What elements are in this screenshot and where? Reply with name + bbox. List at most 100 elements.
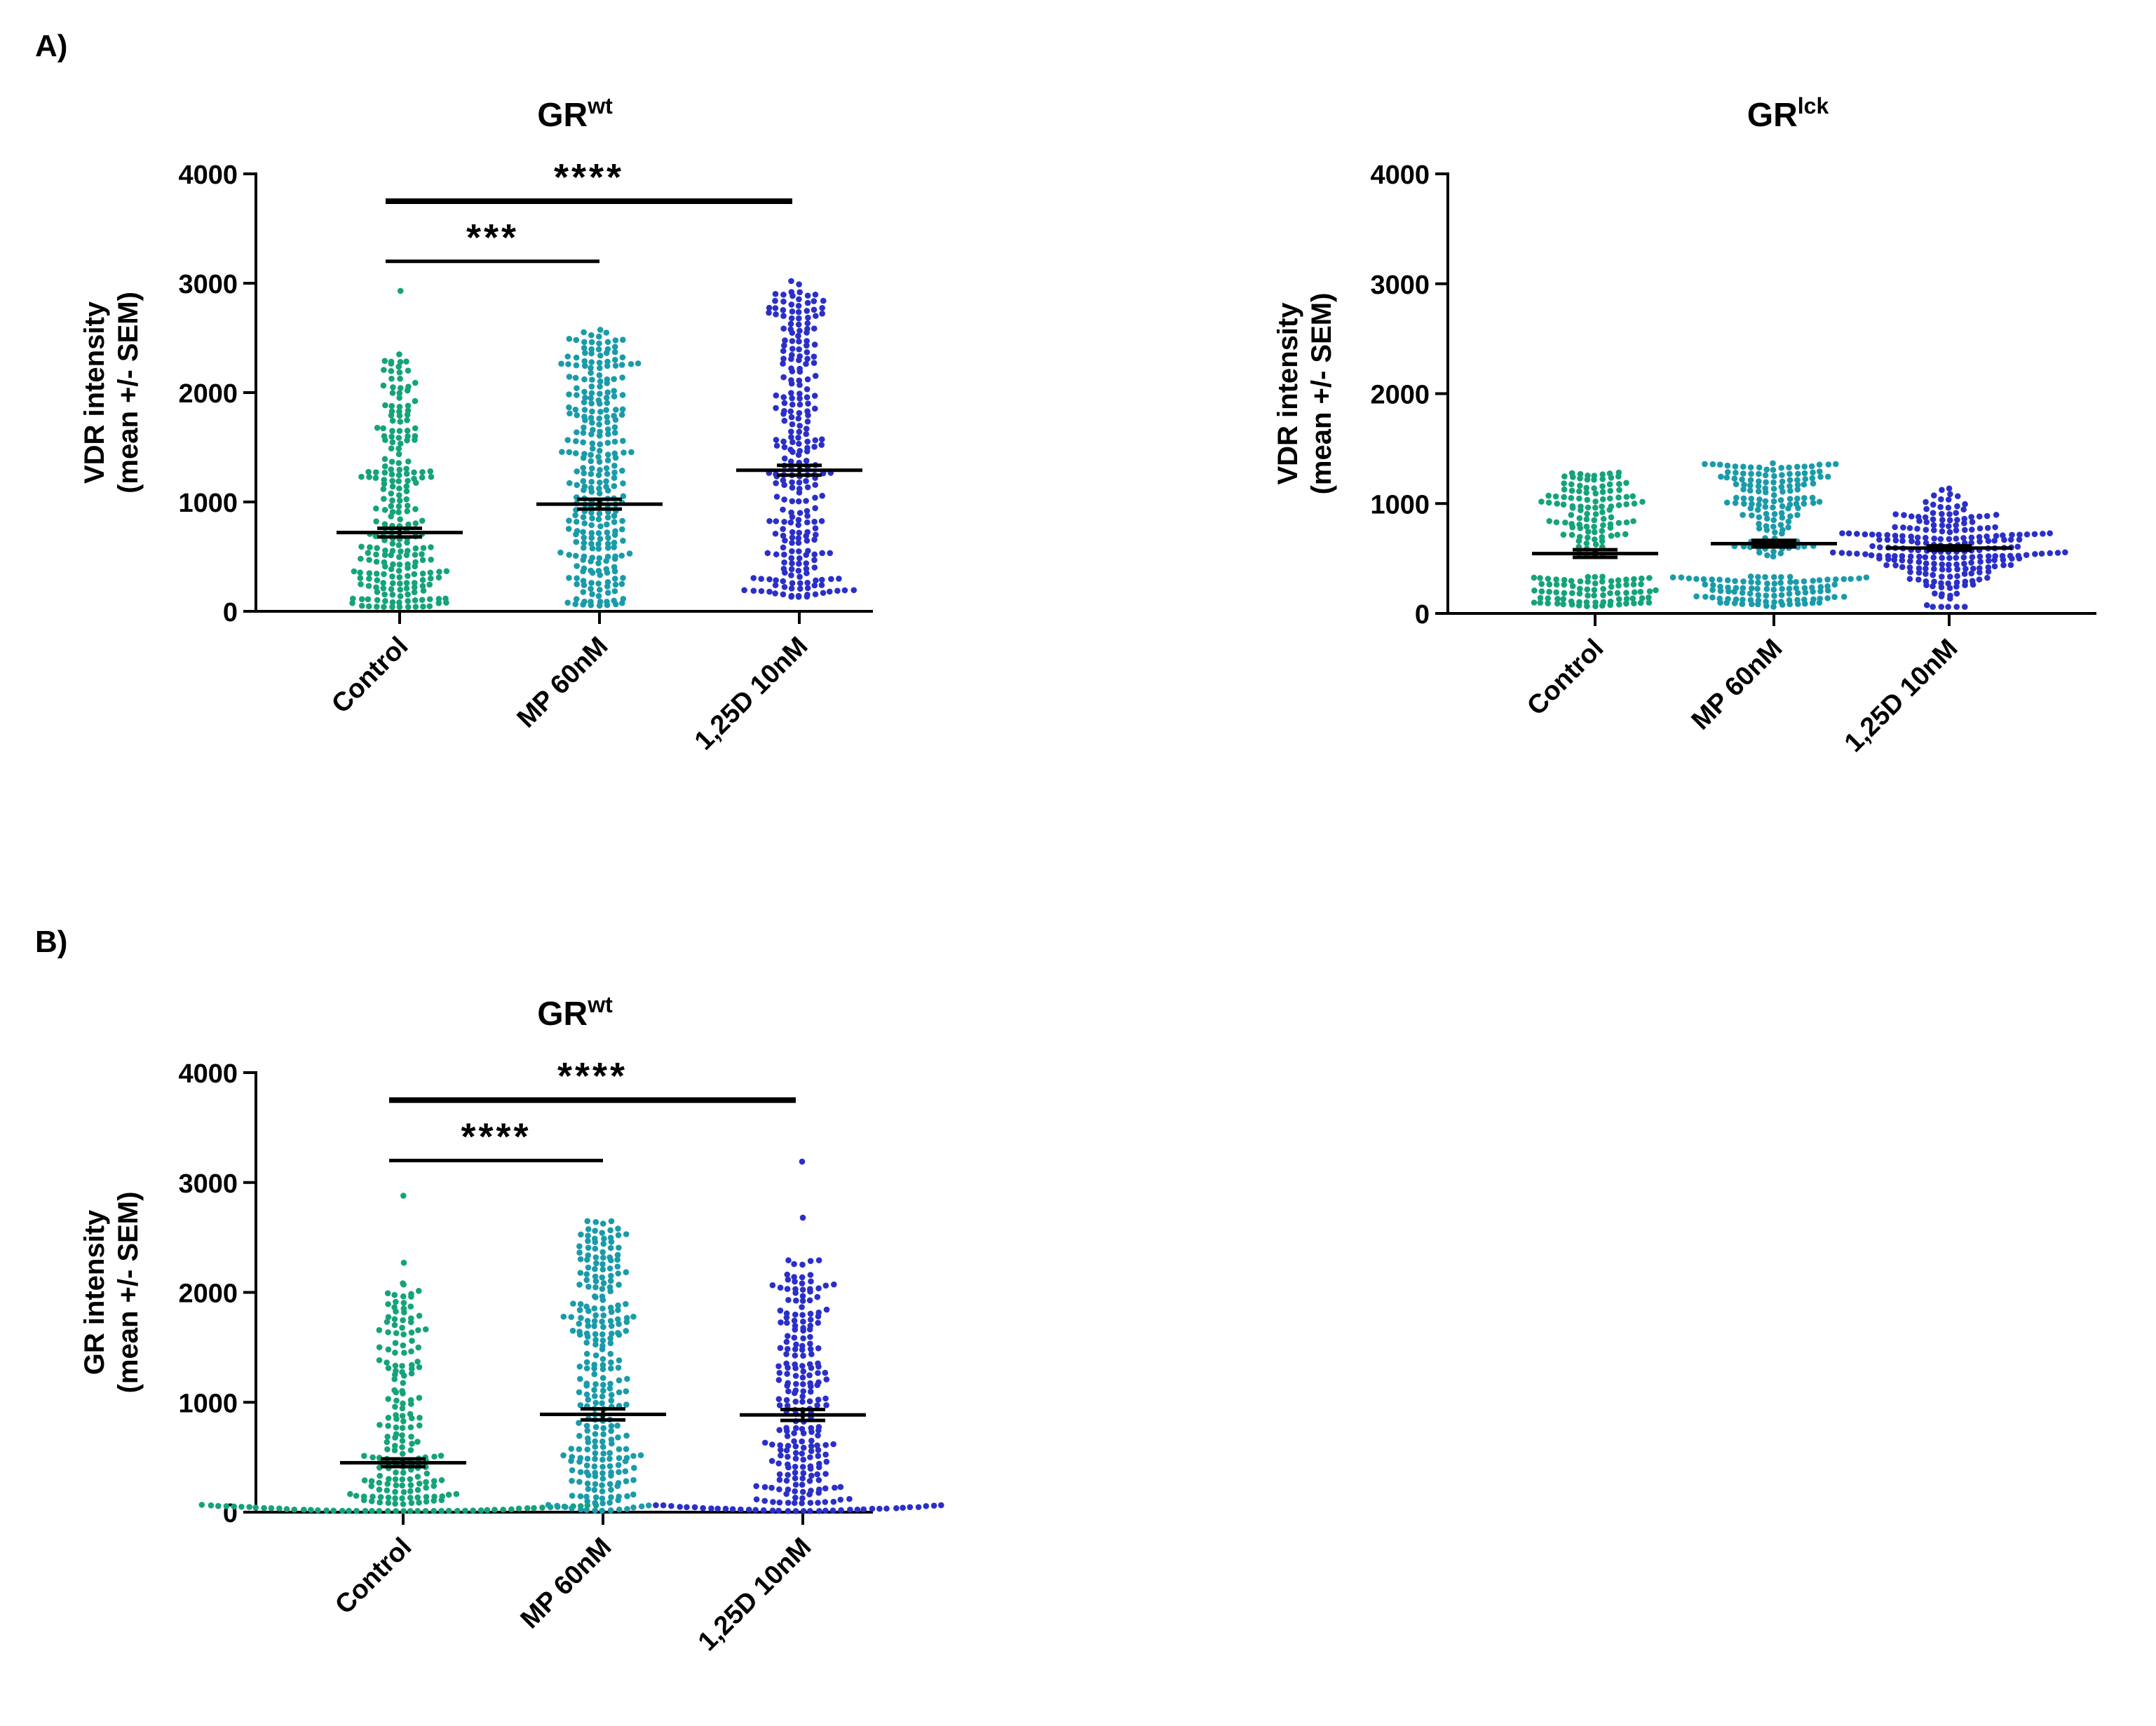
data-point xyxy=(1915,576,1922,583)
series-1 xyxy=(557,327,642,609)
data-point xyxy=(1576,515,1583,522)
data-point xyxy=(604,598,610,605)
data-point xyxy=(616,1493,622,1500)
data-point xyxy=(393,1508,399,1514)
data-point xyxy=(599,1343,606,1350)
data-point xyxy=(1923,571,1929,577)
data-point xyxy=(1756,501,1762,508)
data-point xyxy=(567,410,573,417)
data-point xyxy=(395,445,402,452)
data-point xyxy=(1954,573,1960,580)
data-point xyxy=(1794,512,1801,518)
data-point xyxy=(604,529,611,536)
data-point xyxy=(630,1476,637,1483)
data-point xyxy=(399,1363,405,1369)
data-point xyxy=(830,1498,837,1505)
data-point xyxy=(403,466,409,472)
data-point xyxy=(1930,604,1937,610)
data-point xyxy=(384,1319,391,1325)
data-point xyxy=(365,583,372,590)
data-point xyxy=(574,563,580,569)
y-tick-label: 4000 xyxy=(178,1059,238,1089)
data-point xyxy=(366,557,372,563)
data-point xyxy=(430,1483,438,1489)
data-point xyxy=(1592,511,1599,517)
data-point xyxy=(792,1322,799,1329)
data-point xyxy=(766,309,772,316)
data-point xyxy=(1854,550,1860,557)
data-point xyxy=(1732,463,1739,470)
data-point xyxy=(1969,565,1977,572)
data-point xyxy=(389,580,396,587)
data-point xyxy=(1583,599,1590,606)
data-point xyxy=(1576,521,1582,528)
data-point xyxy=(384,1508,391,1514)
data-point xyxy=(1568,531,1575,538)
y-tick-label: 0 xyxy=(223,598,238,627)
y-tick-label: 2000 xyxy=(1370,381,1430,410)
data-point xyxy=(1976,565,1983,571)
data-point xyxy=(793,1297,799,1304)
data-point xyxy=(630,1491,637,1498)
data-point xyxy=(1770,573,1777,580)
data-point xyxy=(615,1364,622,1371)
data-point xyxy=(1923,560,1930,566)
data-point xyxy=(438,1453,445,1459)
data-point xyxy=(1985,538,1992,544)
data-point xyxy=(1614,590,1621,597)
data-point xyxy=(764,550,771,557)
data-point xyxy=(396,390,403,397)
data-point xyxy=(729,1506,736,1512)
data-point xyxy=(780,292,787,298)
data-point xyxy=(399,1324,405,1331)
data-point xyxy=(631,1465,637,1472)
data-point xyxy=(822,1441,829,1448)
data-point xyxy=(604,362,611,369)
data-point xyxy=(1977,553,1984,560)
data-point xyxy=(569,1504,575,1511)
data-point xyxy=(584,1455,591,1462)
data-point xyxy=(1561,494,1567,501)
data-point xyxy=(635,360,642,367)
data-point xyxy=(415,1288,422,1294)
data-point xyxy=(416,1415,423,1421)
data-point xyxy=(1779,526,1786,534)
data-point xyxy=(807,1463,814,1469)
data-point xyxy=(405,383,412,390)
data-point xyxy=(604,426,611,433)
data-point xyxy=(811,518,818,525)
data-point xyxy=(572,552,579,559)
data-point xyxy=(818,436,825,442)
data-point xyxy=(1623,494,1630,501)
data-point xyxy=(1945,496,1952,503)
y-axis-label-line2: (mean +/- SEM) xyxy=(113,292,144,494)
data-point xyxy=(603,483,609,490)
data-point xyxy=(422,1326,429,1333)
data-point xyxy=(1779,503,1786,510)
data-point xyxy=(611,475,618,481)
data-point xyxy=(374,589,381,595)
data-point xyxy=(815,1379,822,1386)
data-point xyxy=(588,541,595,547)
data-point xyxy=(565,526,572,532)
data-point xyxy=(775,1377,782,1383)
data-point xyxy=(1946,562,1952,568)
data-point xyxy=(588,567,594,574)
data-point xyxy=(581,545,587,551)
data-point xyxy=(789,352,795,358)
data-point xyxy=(597,390,603,397)
data-point xyxy=(1779,515,1786,521)
data-point xyxy=(792,1481,799,1488)
data-point xyxy=(385,1415,392,1421)
data-point xyxy=(393,1298,399,1305)
data-point xyxy=(381,367,387,373)
data-point xyxy=(388,503,395,510)
data-point xyxy=(597,466,603,473)
data-point xyxy=(1762,573,1768,580)
data-point xyxy=(381,477,388,483)
data-point xyxy=(564,599,571,606)
data-point xyxy=(400,1259,407,1266)
data-point xyxy=(470,1507,477,1514)
data-point xyxy=(1747,487,1754,494)
